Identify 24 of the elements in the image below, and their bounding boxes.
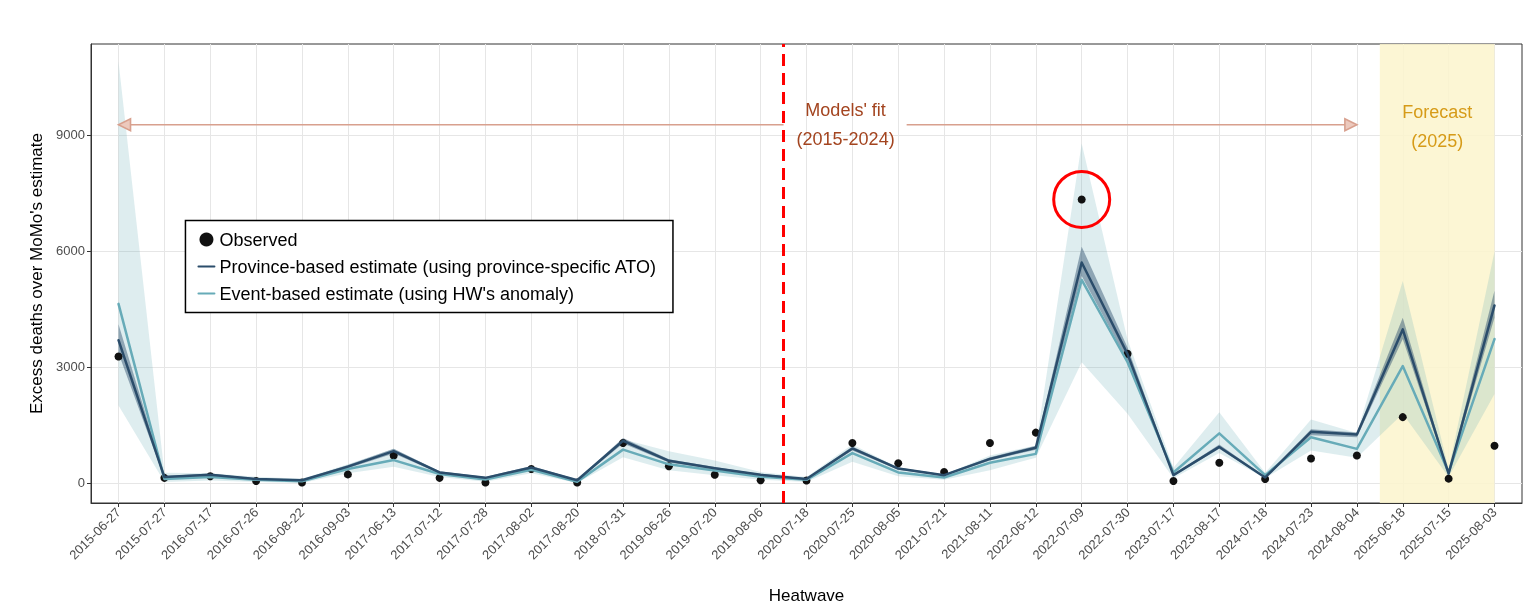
x-axis-title: Heatwave [768,586,845,605]
legend-label: Event-based estimate (using HW's anomaly) [219,283,575,304]
y-tick-label: 3000 [56,359,85,375]
annotation: Models' fit (2015-2024) [796,100,895,150]
point [848,439,857,448]
point [985,439,994,448]
point [1444,474,1453,483]
point [114,352,123,361]
legend-label: Observed [219,229,298,250]
y-tick-label: 9000 [56,127,85,143]
point [1307,454,1316,463]
point [1490,441,1499,450]
point [1352,451,1361,460]
y-tick-label: 0 [77,475,85,491]
y-tick-label: 6000 [56,243,85,259]
point [1215,458,1224,467]
point [1398,413,1407,422]
y-axis-title: Excess deaths over MoMo's estimate [27,132,46,415]
point [710,470,719,479]
point [894,459,903,468]
point [343,470,352,479]
legend-label: Province-based estimate (using province-specific ATO) [219,256,656,277]
band-label: Forecast (2025) [1402,101,1473,151]
point [1169,476,1178,485]
